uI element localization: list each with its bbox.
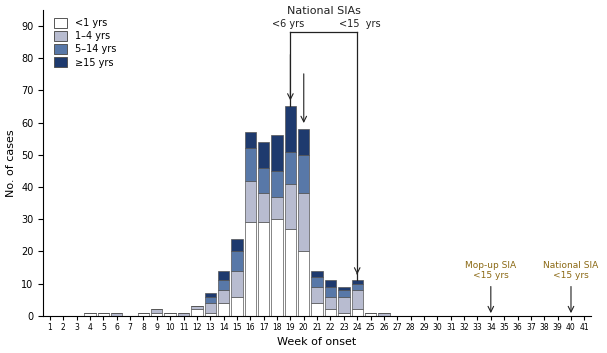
Bar	[271, 136, 283, 171]
Bar	[258, 142, 270, 168]
Bar	[338, 287, 350, 290]
Bar	[351, 310, 363, 316]
Bar	[205, 293, 216, 297]
Bar	[271, 197, 283, 219]
Bar	[298, 129, 310, 155]
Bar	[351, 284, 363, 290]
Bar	[325, 310, 336, 316]
Bar	[191, 306, 203, 310]
Bar	[338, 290, 350, 297]
Bar	[325, 297, 336, 310]
Bar	[285, 107, 296, 151]
Bar	[164, 313, 176, 316]
Bar	[325, 287, 336, 297]
Bar	[258, 168, 270, 193]
Bar	[311, 287, 323, 303]
Bar	[178, 313, 189, 316]
Bar	[84, 313, 96, 316]
Bar	[298, 251, 310, 316]
Bar	[311, 271, 323, 277]
Bar	[245, 132, 256, 148]
Bar	[98, 313, 109, 316]
Bar	[205, 297, 216, 303]
Bar	[338, 297, 350, 313]
Text: National SIA
<15 yrs: National SIA <15 yrs	[543, 261, 599, 281]
Bar	[231, 271, 243, 297]
Bar	[218, 303, 229, 316]
Bar	[338, 313, 350, 316]
Bar	[311, 303, 323, 316]
Bar	[298, 193, 310, 251]
Bar	[151, 310, 163, 313]
Bar	[218, 281, 229, 290]
Bar	[218, 271, 229, 281]
Bar	[271, 219, 283, 316]
Bar	[151, 313, 163, 316]
Bar	[191, 310, 203, 316]
Bar	[378, 313, 390, 316]
Legend: <1 yrs, 1–4 yrs, 5–14 yrs, ≥15 yrs: <1 yrs, 1–4 yrs, 5–14 yrs, ≥15 yrs	[53, 18, 117, 67]
Bar	[311, 277, 323, 287]
Bar	[365, 313, 376, 316]
Bar	[351, 290, 363, 310]
Bar	[325, 281, 336, 287]
Bar	[245, 222, 256, 316]
Bar	[258, 193, 270, 222]
Bar	[285, 151, 296, 184]
Text: <15  yrs: <15 yrs	[339, 19, 381, 29]
Bar	[218, 290, 229, 303]
Bar	[285, 229, 296, 316]
Bar	[298, 155, 310, 193]
Bar	[271, 171, 283, 197]
Bar	[231, 297, 243, 316]
Y-axis label: No. of cases: No. of cases	[5, 129, 16, 197]
Text: <6 yrs: <6 yrs	[271, 19, 304, 29]
Text: National SIAs: National SIAs	[287, 6, 361, 16]
Bar	[138, 313, 149, 316]
Bar	[205, 313, 216, 316]
X-axis label: Week of onset: Week of onset	[277, 337, 357, 347]
Bar	[231, 239, 243, 251]
Bar	[245, 148, 256, 181]
Bar	[245, 181, 256, 222]
Bar	[205, 303, 216, 313]
Bar	[231, 251, 243, 271]
Text: Mop-up SIA
<15 yrs: Mop-up SIA <15 yrs	[465, 261, 517, 281]
Bar	[351, 281, 363, 284]
Bar	[285, 184, 296, 229]
Bar	[111, 313, 123, 316]
Bar	[258, 222, 270, 316]
